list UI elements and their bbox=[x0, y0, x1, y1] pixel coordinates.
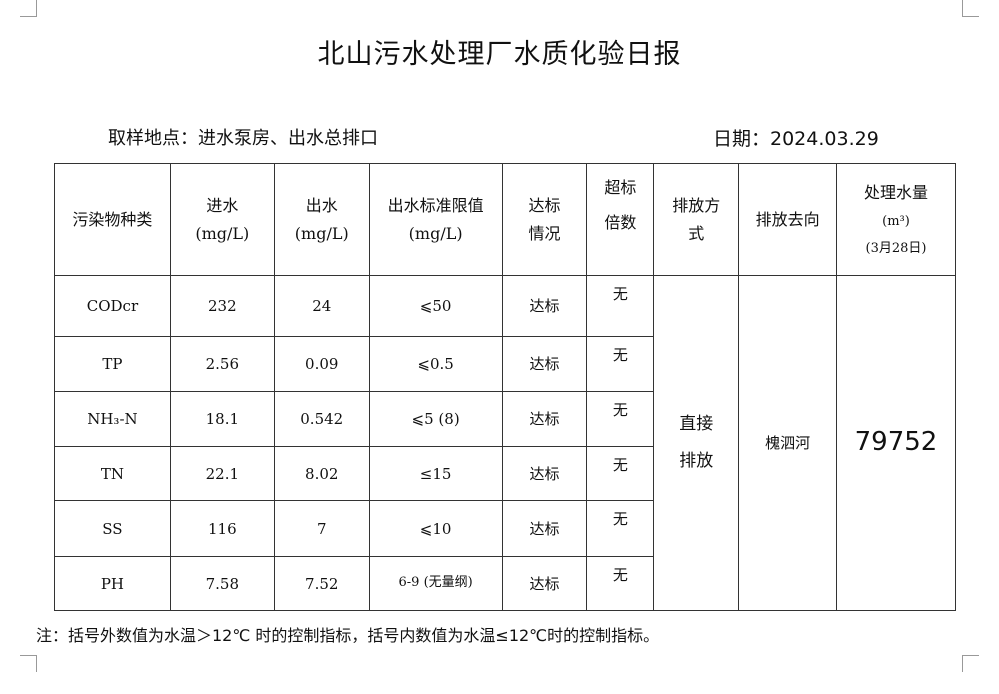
table-row: SS 116 7 ⩽10 达标无 bbox=[54, 500, 956, 557]
header-compliance: 达标 情况 bbox=[501, 163, 588, 276]
exceed-multiple: 无 bbox=[586, 500, 655, 557]
header-inflow: 进水 (mg/L) bbox=[169, 163, 275, 276]
table-row: PH 7.58 7.52 6-9 (无量纲) 达标无 bbox=[54, 556, 956, 611]
header-destination: 排放去向 bbox=[738, 163, 838, 276]
pollutant-name: PH bbox=[54, 556, 171, 611]
pollutant-name: CODcr bbox=[54, 275, 171, 337]
inflow-value: 18.1 bbox=[169, 391, 275, 447]
pollutant-name: TN bbox=[54, 446, 171, 501]
header-volume: 处理水量 (m³) (3月28日) bbox=[836, 163, 956, 276]
limit-value: ⩽0.5 bbox=[368, 336, 503, 392]
exceed-multiple: 无 bbox=[586, 391, 655, 447]
inflow-value: 7.58 bbox=[169, 556, 275, 611]
discharge-destination: 槐泗河 bbox=[738, 275, 838, 611]
inflow-value: 116 bbox=[169, 500, 275, 557]
pollutant-name: NH₃-N bbox=[54, 391, 171, 447]
outflow-value: 0.09 bbox=[273, 336, 370, 392]
limit-value: ⩽5 (8) bbox=[368, 391, 503, 447]
crop-mark bbox=[20, 655, 37, 672]
footnote: 注：括号外数值为水温＞12℃ 时的控制指标，括号内数值为水温≤12℃时的控制指标… bbox=[36, 626, 660, 645]
header-outflow: 出水 (mg/L) bbox=[273, 163, 370, 276]
pollutant-name: TP bbox=[54, 336, 171, 392]
limit-value: ≤15 bbox=[368, 446, 503, 501]
compliance-status: 达标 bbox=[501, 500, 588, 557]
discharge-method: 直接 排放 bbox=[653, 275, 740, 611]
compliance-status: 达标 bbox=[501, 556, 588, 611]
report-title: 北山污水处理厂水质化验日报 bbox=[317, 39, 682, 70]
exceed-multiple: 无 bbox=[586, 446, 655, 501]
header-method: 排放方式 bbox=[653, 163, 740, 276]
outflow-value: 7.52 bbox=[273, 556, 370, 611]
header-limit: 出水标准限值 (mg/L) bbox=[368, 163, 503, 276]
pollutant-name: SS bbox=[54, 500, 171, 557]
limit-value: 6-9 (无量纲) bbox=[368, 556, 503, 611]
sampling-location: 取样地点：进水泵房、出水总排口 bbox=[108, 128, 378, 149]
header-row: 污染物种类 进水 (mg/L) 出水 (mg/L) 出水标准限值 (mg/L) 达标情… bbox=[54, 163, 956, 276]
exceed-multiple: 无 bbox=[586, 275, 655, 337]
table-row: TN 22.1 8.02 ≤15 达标无 bbox=[54, 446, 956, 501]
limit-value: ⩽50 bbox=[368, 275, 503, 337]
compliance-status: 达标 bbox=[501, 446, 588, 501]
outflow-value: 24 bbox=[273, 275, 370, 337]
crop-mark bbox=[962, 0, 979, 17]
inflow-value: 2.56 bbox=[169, 336, 275, 392]
compliance-status: 达标 bbox=[501, 336, 588, 392]
compliance-status: 达标 bbox=[501, 391, 588, 447]
table-row: NH₃-N 18.1 0.542 ⩽5 (8) 达标无 bbox=[54, 391, 956, 447]
exceed-multiple: 无 bbox=[586, 336, 655, 392]
outflow-value: 7 bbox=[273, 500, 370, 557]
table-row: TP 2.56 0.09 ⩽0.5 达标无 bbox=[54, 336, 956, 392]
crop-mark bbox=[962, 655, 979, 672]
limit-value: ⩽10 bbox=[368, 500, 503, 557]
crop-mark bbox=[20, 0, 37, 17]
outflow-value: 0.542 bbox=[273, 391, 370, 447]
exceed-multiple: 无 bbox=[586, 556, 655, 611]
compliance-status: 达标 bbox=[501, 275, 588, 337]
treated-volume: 79752 bbox=[836, 275, 956, 611]
inflow-value: 22.1 bbox=[169, 446, 275, 501]
water-quality-table: 污染物种类 进水 (mg/L) 出水 (mg/L) 出水标准限值 (mg/L) 达标情… bbox=[54, 163, 956, 611]
header-exceed: 超标 倍数 bbox=[586, 163, 655, 276]
inflow-value: 232 bbox=[169, 275, 275, 337]
outflow-value: 8.02 bbox=[273, 446, 370, 501]
header-pollutant: 污染物种类 bbox=[54, 163, 171, 276]
table-row: CODcr 232 24 ⩽50 达标无直接 排放 槐泗河 79752 bbox=[54, 275, 956, 611]
report-date: 日期：2024.03.29 bbox=[713, 128, 879, 150]
